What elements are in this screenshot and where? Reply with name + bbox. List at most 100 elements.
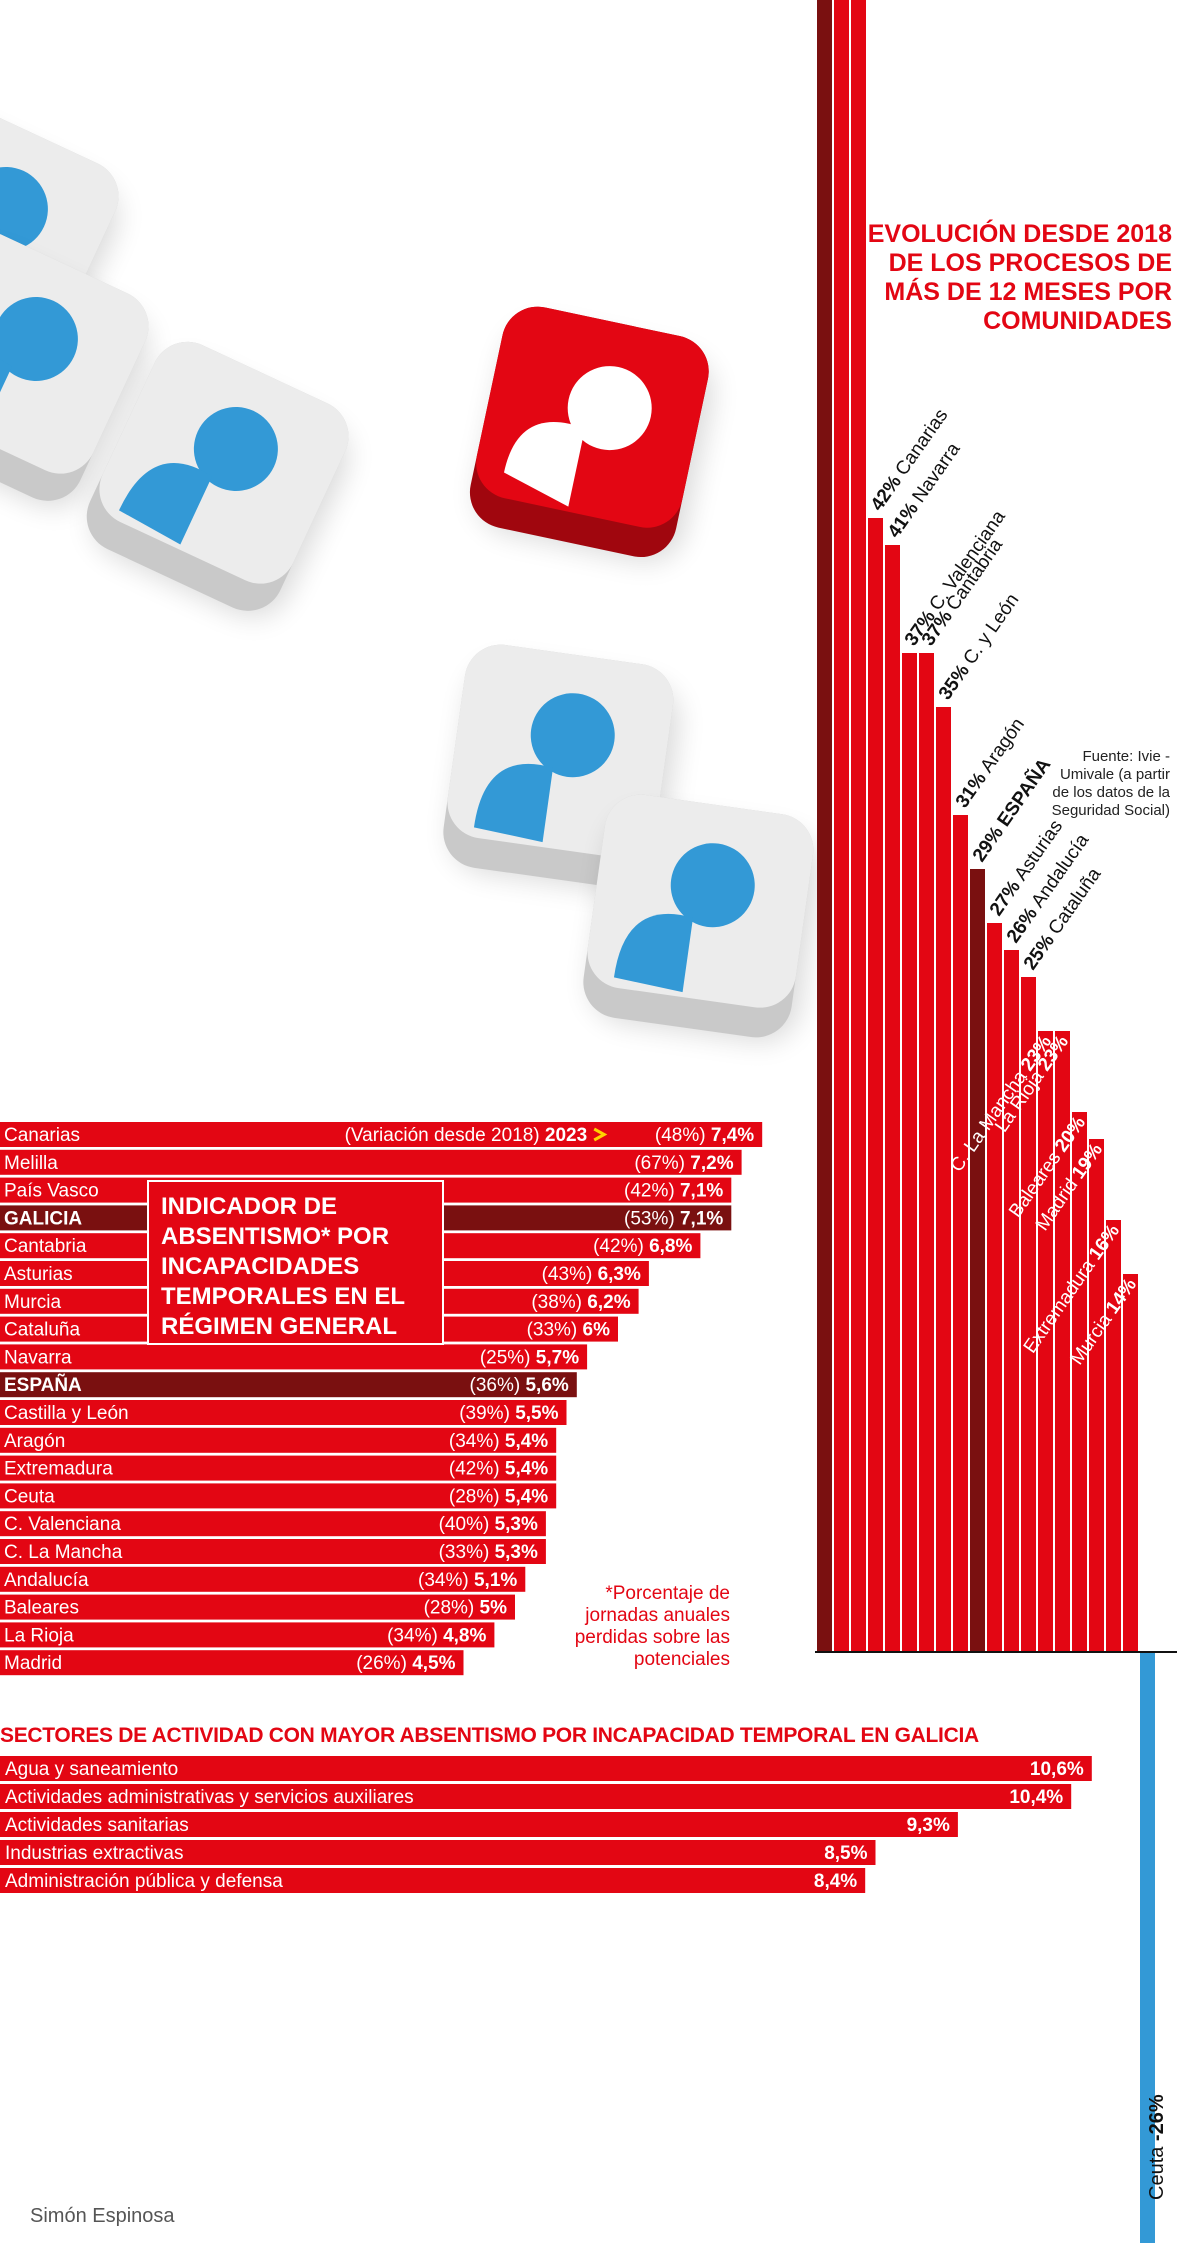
sector-category-2: Actividades sanitarias	[5, 1815, 189, 1836]
abs-category-6: Murcia	[4, 1292, 61, 1313]
abs-category-7: Cataluña	[4, 1320, 80, 1341]
abs-bar-17	[0, 1594, 515, 1620]
evo-bar-17	[1106, 1220, 1121, 1652]
evo-bar-1	[834, 0, 849, 1652]
abs-category-13: Ceuta	[4, 1486, 55, 1507]
source-note: Fuente: Ivie - Umivale (a partir de los …	[1051, 748, 1170, 819]
abs-value-4: (42%) 6,8%	[593, 1236, 692, 1257]
evo-bar-11	[1004, 950, 1019, 1652]
abs-bar-19	[0, 1650, 464, 1676]
ceuta-label: Ceuta -26%	[1146, 2094, 1169, 2200]
absentismo-footnote: *Porcentaje de jornadas anuales perdidas…	[574, 1583, 730, 1670]
abs-value-14: (40%) 5,3%	[439, 1514, 538, 1535]
evo-bar-19	[1140, 1652, 1155, 2243]
person-block-icon	[86, 341, 349, 617]
sectors-title: SECTORES DE ACTIVIDAD CON MAYOR ABSENTIS…	[0, 1724, 979, 1747]
abs-value-19: (26%) 4,5%	[356, 1653, 455, 1674]
abs-value-8: (25%) 5,7%	[480, 1347, 579, 1368]
sector-value-1: 10,4%	[1009, 1787, 1063, 1808]
abs-bar-15	[0, 1539, 546, 1564]
evo-bar-10	[987, 923, 1002, 1652]
evo-bar-0	[817, 0, 832, 1652]
abs-category-3: GALICIA	[4, 1208, 82, 1229]
abs-category-5: Asturias	[4, 1264, 73, 1285]
sector-category-1: Actividades administrativas y servicios …	[5, 1787, 414, 1808]
abs-value-5: (43%) 6,3%	[542, 1264, 641, 1285]
abs-category-12: Extremadura	[4, 1459, 113, 1480]
abs-bar-1	[0, 1149, 742, 1175]
evo-bar-12	[1021, 977, 1036, 1652]
arrow-right-icon	[593, 1127, 608, 1142]
abs-value-6: (38%) 6,2%	[531, 1292, 630, 1313]
abs-category-16: Andalucía	[4, 1570, 89, 1591]
evo-bar-2	[851, 0, 866, 1652]
abs-bar-18	[0, 1622, 495, 1648]
sector-bar-4	[0, 1868, 866, 1893]
evo-bar-8	[953, 815, 968, 1652]
abs-category-11: Aragón	[4, 1431, 65, 1452]
abs-bar-10	[0, 1400, 567, 1425]
abs-category-1: Melilla	[4, 1153, 58, 1174]
sector-bar-0	[0, 1756, 1092, 1781]
author-credit: Simón Espinosa	[30, 2205, 175, 2227]
evo-bar-6	[919, 653, 934, 1652]
abs-bar-14	[0, 1511, 546, 1537]
abs-value-9: (36%) 5,6%	[470, 1375, 569, 1396]
evolution-title: EVOLUCIÓN DESDE 2018 DE LOS PROCESOS DE …	[867, 220, 1172, 335]
abs-value-0: (48%) 7,4%	[655, 1125, 754, 1146]
abs-value-12: (42%) 5,4%	[449, 1459, 548, 1480]
evo-bar-4	[885, 545, 900, 1652]
abs-value-15: (33%) 5,3%	[439, 1542, 538, 1563]
absentismo-title: INDICADOR DE ABSENTISMO* POR INCAPACIDAD…	[147, 1180, 444, 1345]
sector-category-4: Administración pública y defensa	[5, 1871, 283, 1892]
abs-category-8: Navarra	[4, 1347, 72, 1368]
evo-bar-15	[1072, 1112, 1087, 1652]
person-block-icon	[583, 794, 819, 1042]
sector-category-3: Industrias extractivas	[5, 1843, 183, 1864]
abs-bar-13	[0, 1483, 557, 1509]
evo-bar-16	[1089, 1139, 1104, 1652]
abs-category-0: Canarias	[4, 1125, 80, 1146]
ceuta-name: Ceuta	[1146, 2146, 1168, 2200]
abs-bar-11	[0, 1427, 557, 1453]
illustration	[0, 101, 819, 1042]
sector-value-4: 8,4%	[814, 1871, 857, 1892]
abs-category-10: Castilla y León	[4, 1403, 129, 1424]
abs-value-17: (28%) 5%	[424, 1598, 508, 1619]
abs-value-18: (34%) 4,8%	[387, 1625, 486, 1646]
abs-bar-12	[0, 1455, 557, 1481]
abs-category-17: Baleares	[4, 1598, 79, 1619]
abs-value-13: (28%) 5,4%	[449, 1486, 548, 1507]
abs-value-16: (34%) 5,1%	[418, 1570, 517, 1591]
evo-bar-18	[1123, 1274, 1138, 1652]
abs-category-2: País Vasco	[4, 1181, 99, 1202]
abs-value-11: (34%) 5,4%	[449, 1431, 548, 1452]
evo-bar-7	[936, 707, 951, 1652]
abs-category-19: Madrid	[4, 1653, 62, 1674]
ceuta-value: -26%	[1146, 2094, 1168, 2142]
sector-value-0: 10,6%	[1030, 1759, 1084, 1780]
person-block-icon	[0, 231, 149, 507]
evo-bar-3	[868, 518, 883, 1652]
sector-bar-1	[0, 1784, 1072, 1809]
evo-bar-9	[970, 869, 985, 1652]
abs-category-15: C. La Mancha	[4, 1542, 123, 1563]
evo-bar-5	[902, 653, 917, 1652]
sector-value-2: 9,3%	[907, 1815, 950, 1836]
abs-value-7: (33%) 6%	[527, 1320, 611, 1341]
sector-bar-2	[0, 1812, 958, 1837]
abs-category-4: Cantabria	[4, 1236, 87, 1257]
abs-bar-16	[0, 1566, 526, 1592]
abs-value-3: (53%) 7,1%	[624, 1208, 723, 1229]
sector-value-3: 8,5%	[824, 1843, 867, 1864]
abs-bar-9	[0, 1372, 577, 1398]
abs-variation-header: (Variación desde 2018) 2023	[345, 1125, 588, 1146]
abs-value-10: (39%) 5,5%	[459, 1403, 558, 1424]
sector-category-0: Agua y saneamiento	[5, 1759, 178, 1780]
person-block-red-icon	[469, 306, 713, 562]
abs-value-1: (67%) 7,2%	[634, 1153, 733, 1174]
evo-bar-13	[1038, 1031, 1053, 1652]
